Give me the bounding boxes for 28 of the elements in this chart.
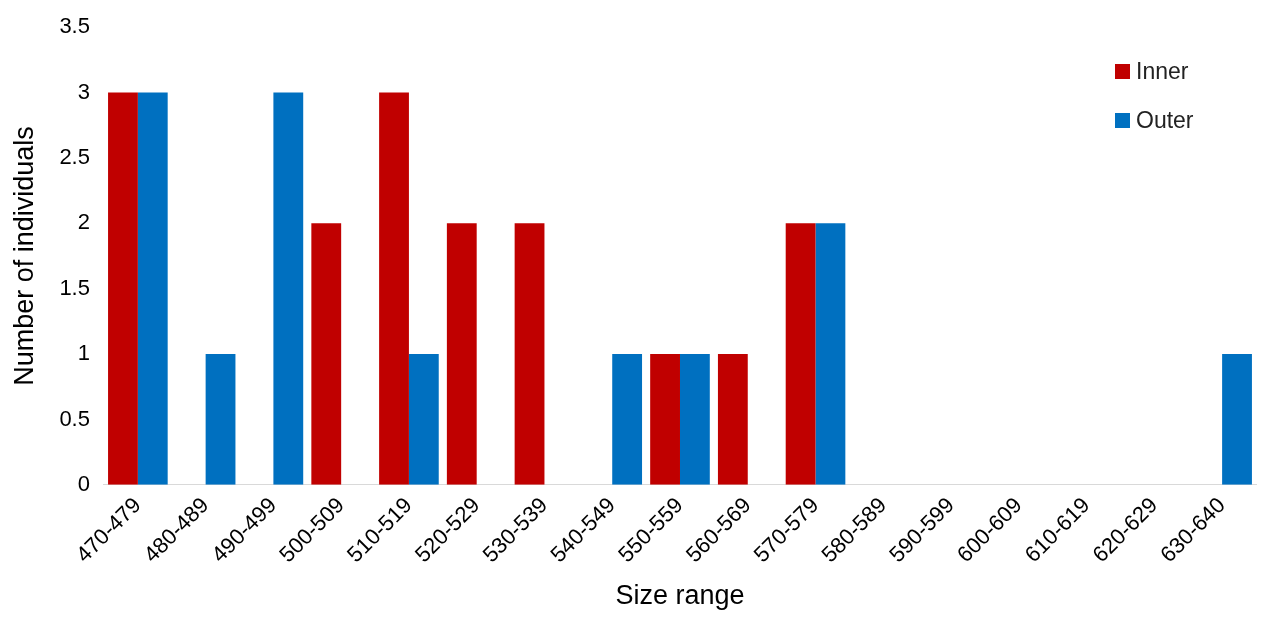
bar bbox=[311, 223, 342, 485]
legend-label: Outer bbox=[1136, 107, 1194, 134]
bar bbox=[612, 354, 643, 485]
bar bbox=[514, 223, 545, 485]
x-axis-title: Size range bbox=[615, 580, 745, 611]
y-tick-label: 3.5 bbox=[59, 13, 90, 39]
y-tick-label: 0 bbox=[77, 470, 90, 496]
bar bbox=[379, 92, 409, 485]
legend-label: Inner bbox=[1136, 58, 1189, 85]
bar bbox=[785, 223, 816, 485]
bar bbox=[717, 354, 748, 485]
y-tick-label: 0.5 bbox=[59, 405, 90, 431]
y-tick-label: 1 bbox=[77, 340, 90, 366]
bar bbox=[137, 92, 168, 485]
bar bbox=[650, 354, 680, 485]
y-tick-label: 2.5 bbox=[59, 144, 90, 170]
bar bbox=[446, 223, 477, 485]
y-tick-label: 2 bbox=[77, 209, 90, 235]
bar bbox=[815, 223, 846, 485]
bar bbox=[205, 354, 236, 485]
y-axis-title: Number of individuals bbox=[8, 126, 39, 386]
bar bbox=[1222, 354, 1252, 485]
bar bbox=[273, 92, 304, 485]
bar bbox=[679, 354, 710, 485]
y-tick-label: 1.5 bbox=[59, 274, 90, 300]
bar bbox=[408, 354, 439, 485]
y-tick-label: 3 bbox=[77, 78, 90, 104]
bar bbox=[108, 92, 138, 485]
